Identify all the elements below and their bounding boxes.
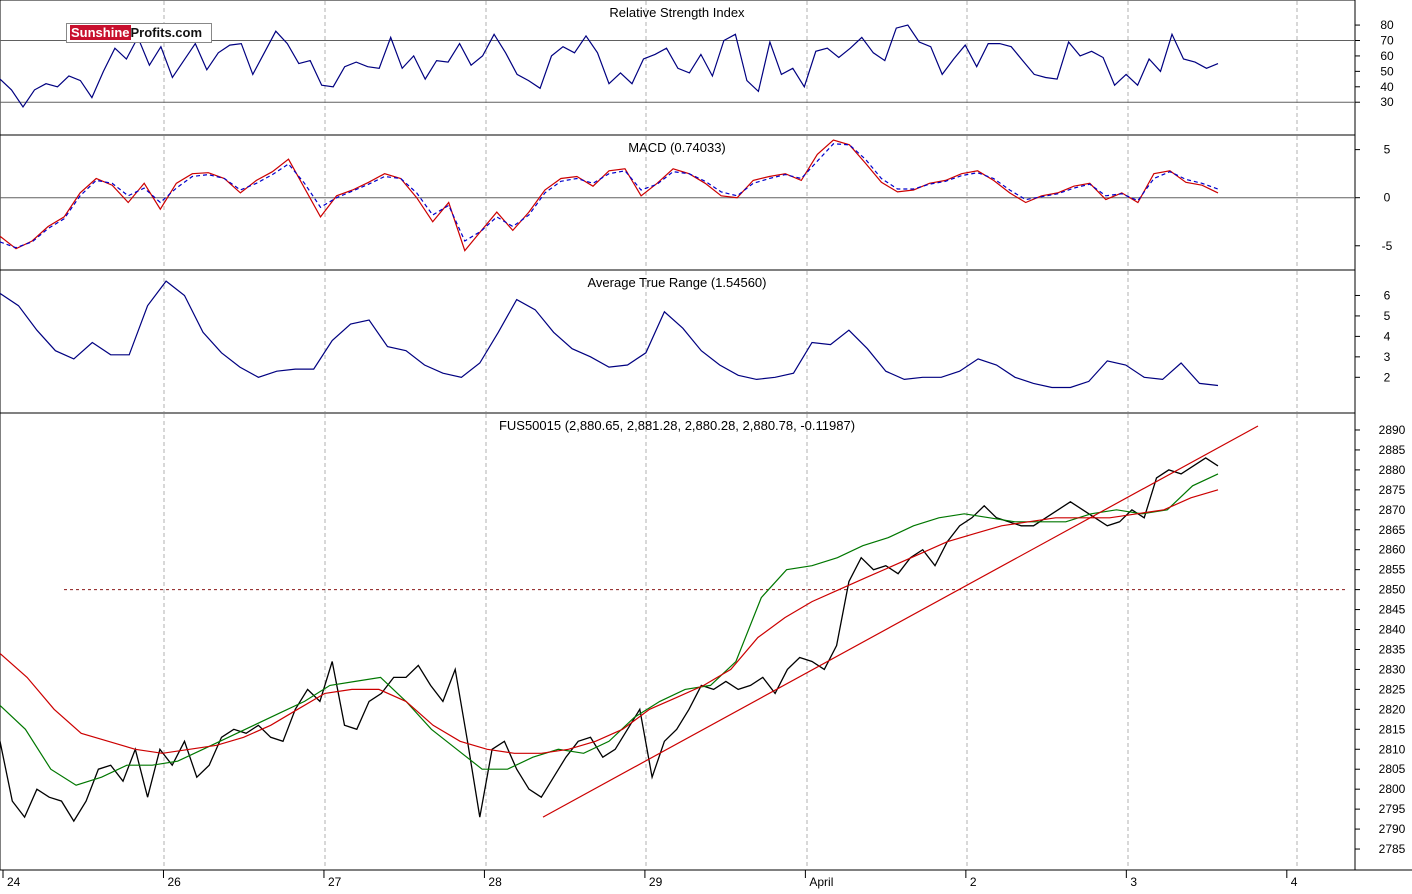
- y-tick-label: 5: [1384, 309, 1391, 323]
- y-tick-label: 80: [1380, 18, 1394, 32]
- y-tick-label: 2875: [1379, 483, 1406, 497]
- pane-frame: [0, 134, 1356, 271]
- y-tick-label: 2805: [1379, 762, 1406, 776]
- y-tick-label: 2835: [1379, 642, 1406, 656]
- y-tick-label: 5: [1384, 143, 1391, 157]
- x-tick-label: 29: [649, 875, 663, 889]
- sunshine-profits-logo: SunshineProfits.com: [66, 23, 212, 43]
- y-tick-label: 2850: [1379, 583, 1406, 597]
- series-line: [542, 425, 1259, 818]
- y-tick-label: 3: [1384, 350, 1391, 364]
- x-tick-label: 26: [167, 875, 181, 889]
- y-tick-label: 30: [1380, 95, 1394, 109]
- pane-frame: [0, 269, 1356, 414]
- y-tick-label: 2815: [1379, 722, 1406, 736]
- series-line: [0, 139, 1219, 252]
- series-line: [0, 489, 1219, 754]
- x-tick-label: 27: [328, 875, 342, 889]
- series-line: [0, 473, 1219, 786]
- pane-title: Average True Range (1.54560): [588, 275, 767, 290]
- y-tick-label: 2830: [1379, 662, 1406, 676]
- y-tick-label: 4: [1384, 329, 1391, 343]
- x-tick-label: 24: [7, 875, 21, 889]
- y-tick-label: 2810: [1379, 742, 1406, 756]
- y-tick-label: 2855: [1379, 563, 1406, 577]
- y-tick-label: 2: [1384, 370, 1391, 384]
- x-tick-label: 2: [970, 875, 977, 889]
- y-tick-label: 2790: [1379, 822, 1406, 836]
- y-tick-label: 2885: [1379, 443, 1406, 457]
- y-tick-label: 40: [1380, 80, 1394, 94]
- y-tick-label: 50: [1380, 64, 1394, 78]
- y-tick-label: 0: [1384, 191, 1391, 205]
- x-tick-label: 4: [1291, 875, 1298, 889]
- y-tick-label: 2785: [1379, 842, 1406, 856]
- y-tick-label: 2825: [1379, 682, 1406, 696]
- series-line: [0, 143, 1219, 249]
- x-tick-label: 28: [488, 875, 502, 889]
- y-tick-label: 6: [1384, 288, 1391, 302]
- y-tick-label: 2795: [1379, 802, 1406, 816]
- y-tick-label: 70: [1380, 33, 1394, 47]
- y-tick-label: 2870: [1379, 503, 1406, 517]
- y-tick-label: 60: [1380, 49, 1394, 63]
- x-tick-label: 3: [1130, 875, 1137, 889]
- pane-frame: [0, 412, 1356, 871]
- y-tick-label: 2800: [1379, 782, 1406, 796]
- series-line: [0, 457, 1219, 823]
- y-tick-label: 2865: [1379, 523, 1406, 537]
- series-line: [0, 24, 1219, 108]
- y-tick-label: 2840: [1379, 623, 1406, 637]
- y-tick-label: 2845: [1379, 603, 1406, 617]
- pane-title: FUS50015 (2,880.65, 2,881.28, 2,880.28, …: [499, 418, 855, 433]
- series-line: [0, 280, 1219, 389]
- y-tick-label: -5: [1382, 239, 1393, 253]
- y-tick-label: 2890: [1379, 423, 1406, 437]
- y-tick-label: 2820: [1379, 702, 1406, 716]
- pane-title: Relative Strength Index: [609, 5, 745, 20]
- x-tick-label: April: [809, 875, 833, 889]
- pane-title: MACD (0.74033): [628, 140, 726, 155]
- y-tick-label: 2880: [1379, 463, 1406, 477]
- y-tick-label: 2860: [1379, 543, 1406, 557]
